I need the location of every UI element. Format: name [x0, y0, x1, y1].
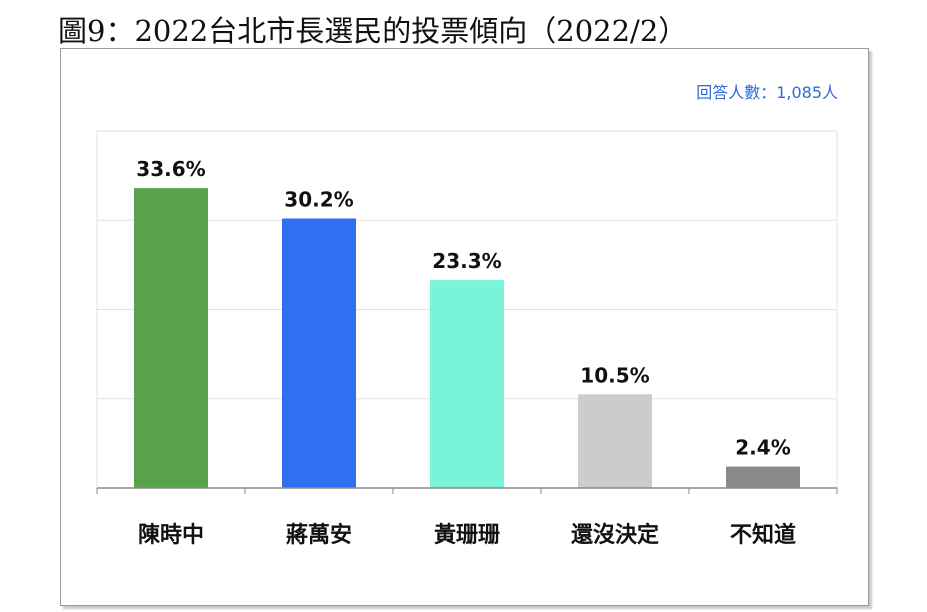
- category-label: 陳時中: [138, 522, 204, 548]
- data-label: 23.3%: [432, 249, 501, 273]
- bar: [134, 188, 208, 488]
- category-label: 不知道: [730, 522, 796, 548]
- figure-title: 圖9：2022台北市長選民的投票傾向（2022/2）: [58, 14, 688, 48]
- category-label: 蔣萬安: [286, 522, 352, 548]
- bar: [282, 218, 356, 488]
- category-label: 還沒決定: [571, 522, 659, 548]
- bar: [726, 466, 800, 488]
- chart-frame: 回答人數：1,085人 33.6% 陳時中 30.2% 蔣萬安 23.3% 黃珊珊 10.5…: [60, 48, 869, 606]
- data-label: 30.2%: [284, 187, 353, 211]
- bar: [578, 394, 652, 488]
- data-label: 2.4%: [735, 436, 790, 460]
- respondent-count: 回答人數：1,085人: [696, 83, 838, 102]
- category-label: 黃珊珊: [434, 522, 500, 548]
- bar-chart: 33.6% 陳時中 30.2% 蔣萬安 23.3% 黃珊珊 10.5% 還沒決定 2.4% 不知道: [96, 130, 838, 548]
- bar: [430, 280, 504, 488]
- data-label: 10.5%: [580, 363, 649, 387]
- data-label: 33.6%: [136, 157, 205, 181]
